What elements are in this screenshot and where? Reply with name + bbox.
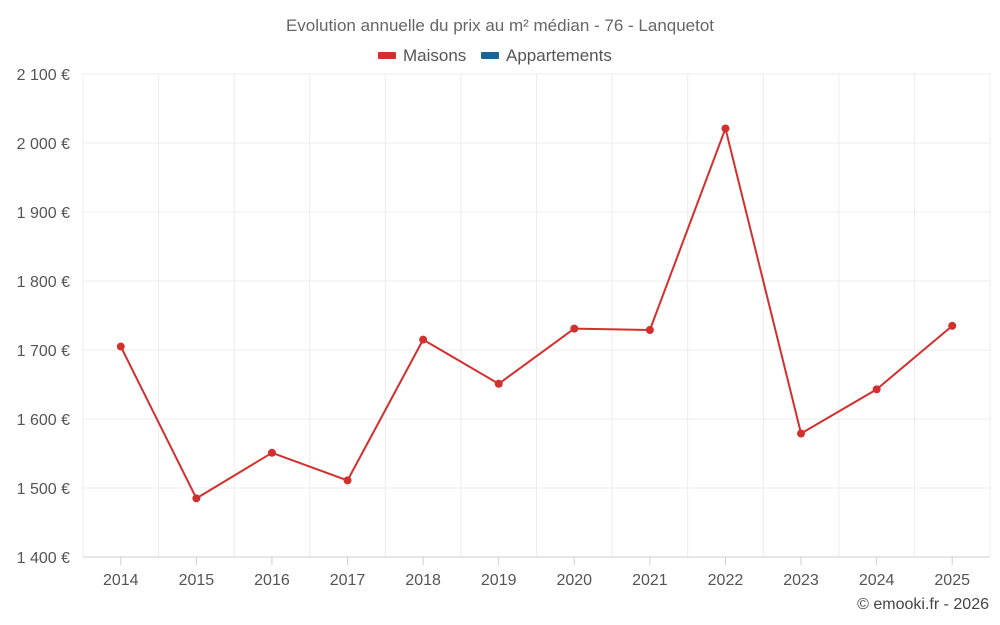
x-tick-label: 2018 bbox=[405, 572, 441, 589]
data-point-maisons-2018[interactable] bbox=[419, 335, 428, 344]
data-point-maisons-2019[interactable] bbox=[494, 379, 503, 388]
y-tick-label: 1 900 € bbox=[17, 205, 70, 222]
grid bbox=[82, 73, 991, 557]
x-tick-label: 2017 bbox=[330, 572, 366, 589]
legend-label-maisons[interactable]: Maisons bbox=[403, 46, 466, 65]
legend-swatch-appartements[interactable] bbox=[481, 52, 499, 59]
y-tick-label: 1 500 € bbox=[17, 481, 70, 498]
x-tick-label: 2016 bbox=[254, 572, 290, 589]
x-tick-label: 2022 bbox=[708, 572, 744, 589]
data-point-maisons-2016[interactable] bbox=[267, 448, 276, 457]
data-point-maisons-2022[interactable] bbox=[721, 124, 730, 133]
data-point-maisons-2014[interactable] bbox=[116, 342, 125, 351]
x-tick-label: 2020 bbox=[556, 572, 592, 589]
x-tick-label: 2025 bbox=[934, 572, 970, 589]
x-tick-label: 2015 bbox=[179, 572, 215, 589]
x-tick-label: 2021 bbox=[632, 572, 668, 589]
series-layer bbox=[116, 124, 957, 503]
legend: Maisons Appartements bbox=[378, 46, 612, 65]
legend-label-appartements[interactable]: Appartements bbox=[506, 46, 612, 65]
y-tick-label: 2 000 € bbox=[17, 136, 70, 153]
x-tick-label: 2019 bbox=[481, 572, 517, 589]
x-tick-label: 2014 bbox=[103, 572, 139, 589]
credit-text: © emooki.fr - 2026 bbox=[857, 596, 989, 613]
x-tick-label: 2024 bbox=[859, 572, 895, 589]
data-point-maisons-2020[interactable] bbox=[570, 324, 579, 333]
x-axis: 2014 2015 2016 2017 2018 2019 2020 2021 2022 2023… bbox=[83, 556, 990, 589]
y-tick-label: 1 800 € bbox=[17, 274, 70, 291]
y-tick-label: 2 100 € bbox=[17, 67, 70, 84]
legend-swatch-maisons[interactable] bbox=[378, 52, 396, 59]
y-tick-label: 1 600 € bbox=[17, 412, 70, 429]
y-axis: 1 400 € 1 500 € 1 600 € 1 700 € 1 800 € 1 900… bbox=[17, 67, 70, 567]
data-point-maisons-2024[interactable] bbox=[872, 385, 881, 394]
y-tick-label: 1 700 € bbox=[17, 343, 70, 360]
data-point-maisons-2021[interactable] bbox=[645, 325, 654, 334]
series-line-maisons[interactable] bbox=[119, 127, 954, 500]
data-point-maisons-2015[interactable] bbox=[192, 494, 201, 503]
chart-title: Evolution annuelle du prix au m² médian … bbox=[286, 16, 714, 35]
x-tick-label: 2023 bbox=[783, 572, 819, 589]
data-point-maisons-2023[interactable] bbox=[797, 429, 806, 438]
data-point-maisons-2025[interactable] bbox=[948, 321, 957, 330]
y-tick-label: 1 400 € bbox=[17, 550, 70, 567]
data-point-maisons-2017[interactable] bbox=[343, 476, 352, 485]
